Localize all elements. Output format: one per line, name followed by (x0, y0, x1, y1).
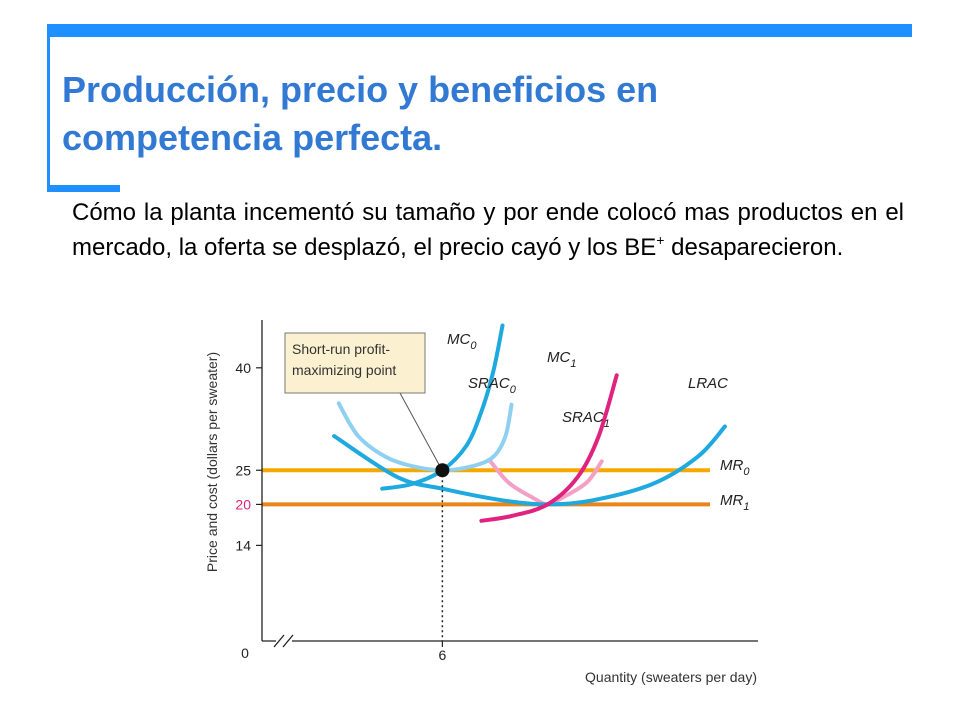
callout-layer: Short-run profit-maximizing point (284, 332, 450, 641)
x-tick-label: 0 (241, 645, 249, 661)
axis-break-mark (273, 634, 285, 648)
x-axis-label: Quantity (sweaters per day) (585, 669, 757, 685)
body-text-end: desaparecieron. (664, 234, 844, 261)
mc0-label: MC0 (447, 331, 477, 352)
title-accent-bar-top (48, 24, 912, 37)
srac1-label: SRAC1 (562, 409, 610, 430)
lrac-label: LRAC (688, 375, 728, 392)
y-tick-label: 25 (235, 462, 251, 478)
axis-break-gap (276, 635, 292, 647)
srac0-curve (336, 401, 514, 473)
series-labels-layer: MC0 MC1 SRAC0 SRAC1 LRAC MR0 MR1 (447, 331, 750, 513)
mc1-label: MC1 (547, 349, 576, 370)
mc0-curve (380, 323, 505, 491)
srac0-label: SRAC0 (468, 375, 517, 396)
title-accent-bar-bottom (47, 185, 120, 192)
profit-max-point (435, 463, 450, 478)
y-tick-label: 40 (235, 360, 251, 376)
y-tick-label: 20 (235, 496, 251, 512)
mr0-label: MR0 (720, 457, 750, 478)
axes-layer (261, 320, 758, 648)
slide-title: Producción, precio y beneficios en compe… (62, 69, 659, 158)
title-accent-bar-left (47, 24, 50, 188)
callout-box (284, 332, 426, 394)
callout-text: Short-run profit- (292, 341, 390, 357)
body-text-superscript: + (656, 232, 665, 248)
mr1-label: MR1 (720, 492, 749, 513)
axis-break-mark (282, 634, 294, 648)
x-tick-label: 6 (438, 647, 446, 663)
body-text-main: Cómo la planta incementó su tamaño y por… (72, 199, 904, 261)
callout-text: maximizing point (292, 362, 396, 378)
slide-body-text: Cómo la planta incementó su tamaño y por… (72, 195, 904, 265)
callout-leader (399, 392, 440, 466)
y-axis-label: Price and cost (dollars per sweater) (204, 352, 220, 572)
y-tick-label: 14 (235, 537, 251, 553)
ticks-layer: 40 25 20 14 0 6 (235, 360, 446, 663)
cost-curves-chart: 40 25 20 14 0 6 MC0 MC1 SRAC0 SRAC1 LRAC MR0 MR1 Sh… (204, 320, 758, 685)
mc1-curve (479, 373, 619, 523)
lrac-curve (332, 424, 727, 507)
